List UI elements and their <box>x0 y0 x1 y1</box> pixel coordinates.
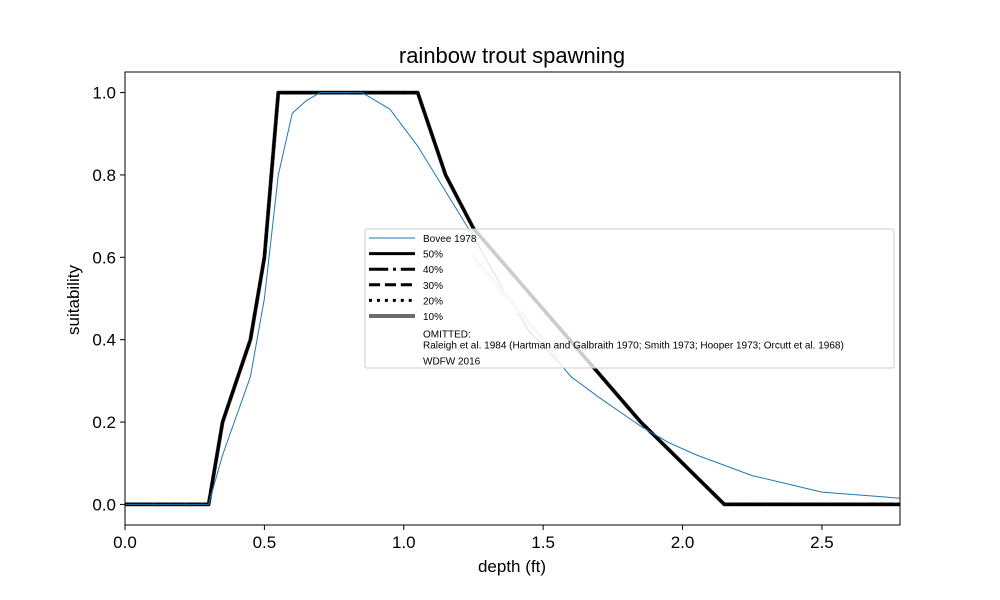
x-axis-label: depth (ft) <box>478 557 546 576</box>
axes-frame <box>124 71 901 526</box>
y-tick-label: 0.0 <box>92 495 116 514</box>
y-tick-label: 1.0 <box>92 84 116 103</box>
x-tick-label: 1.5 <box>531 533 555 552</box>
y-axis-label: suitability <box>64 265 83 335</box>
x-tick-label: 2.5 <box>810 533 834 552</box>
chart-title: rainbow trout spawning <box>399 43 625 68</box>
legend: Bovee 1978 50% 40% 30% 20% 10% OMITTED:Raleigh… <box>364 228 895 369</box>
x-tick-label: 0.5 <box>253 533 277 552</box>
legend-label: Bovee 1978 <box>423 234 477 245</box>
legend-label: 20% <box>423 296 443 307</box>
legend-label: 10% <box>423 312 443 323</box>
x-tick-label: 1.0 <box>392 533 416 552</box>
legend-label: 50% <box>423 250 443 261</box>
y-tick-label: 0.2 <box>92 413 116 432</box>
legend-label: 40% <box>423 265 443 276</box>
plot-area <box>125 90 900 507</box>
legend-box <box>364 228 895 369</box>
legend-label: 30% <box>423 281 443 292</box>
axes: 0.0 0.5 1.0 1.5 2.0 2.5 0.0 0.2 0.4 0.6 0.8 1.0 <box>92 71 901 552</box>
legend-extra-text: WDFW 2016 <box>423 357 481 368</box>
x-tick-label: 0.0 <box>113 533 137 552</box>
series-line-bovee-1978 <box>125 92 900 505</box>
legend-omitted-header: OMITTED: <box>423 330 471 341</box>
y-tick-label: 0.8 <box>92 166 116 185</box>
y-tick-label: 0.4 <box>92 331 116 350</box>
y-tick-label: 0.6 <box>92 248 116 267</box>
x-tick-label: 2.0 <box>671 533 695 552</box>
legend-omitted-text: Raleigh et al. 1984 (Hartman and Galbrai… <box>423 341 844 352</box>
